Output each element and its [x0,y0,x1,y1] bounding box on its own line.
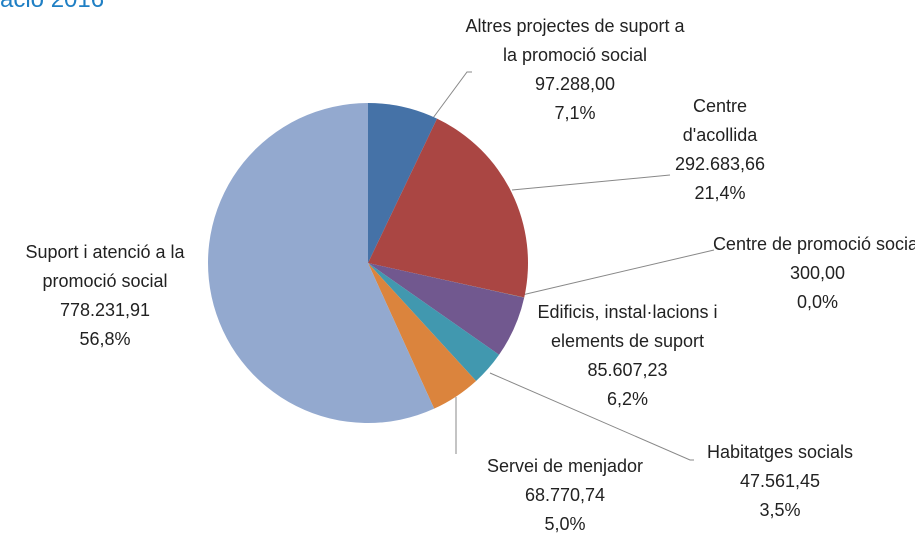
data-label: Centre d'acollida 292.683,66 21,4% [655,92,785,208]
label-value: 778.231,91 [59,300,151,320]
label-percent: 6,2% [606,389,649,409]
chart-title: ació 2016 [0,0,104,14]
label-value: 292.683,66 [674,154,766,174]
pie-slice [368,118,528,298]
label-percent: 3,5% [759,500,801,520]
pie-slice [208,103,435,423]
label-percent: 7,1% [554,103,596,123]
label-category: Edificis, instal·lacions i elements de s… [537,302,718,351]
data-label: Habitatges socials 47.561,45 3,5% [680,438,880,525]
data-label: Centre de promoció social 300,00 0,0% [710,230,915,317]
label-percent: 56,8% [79,329,131,349]
leader-line [511,174,671,191]
data-label: Edificis, instal·lacions i elements de s… [505,298,750,414]
label-value: 85.607,23 [587,360,668,380]
label-value: 97.288,00 [534,74,616,94]
label-category: Centre de promoció social [712,234,915,254]
label-category: Habitatges socials [706,442,854,462]
label-percent: 21,4% [694,183,746,203]
label-percent: 0,0% [796,292,839,312]
label-category: Centre d'acollida [682,96,758,145]
label-category: Servei de menjador [486,456,644,476]
data-label: Suport i atenció a la promoció social 778… [0,238,210,354]
pie-slice [368,263,500,381]
label-category: Altres projectes de suport a la promoció… [465,16,685,65]
leader-line [432,71,472,119]
leader-line [489,372,694,461]
label-value: 300,00 [789,263,846,283]
data-label: Altres projectes de suport a la promoció… [465,12,685,128]
pie-slice [368,263,525,355]
label-percent: 5,0% [544,514,586,533]
label-category: Suport i atenció a la promoció social [25,242,185,291]
pie-slice [368,103,438,263]
leader-line [521,249,715,296]
label-value: 47.561,45 [739,471,821,491]
pie-slice [368,263,477,409]
data-label: Servei de menjador 68.770,74 5,0% [435,452,695,533]
pie-slice [368,263,525,298]
label-value: 68.770,74 [524,485,606,505]
